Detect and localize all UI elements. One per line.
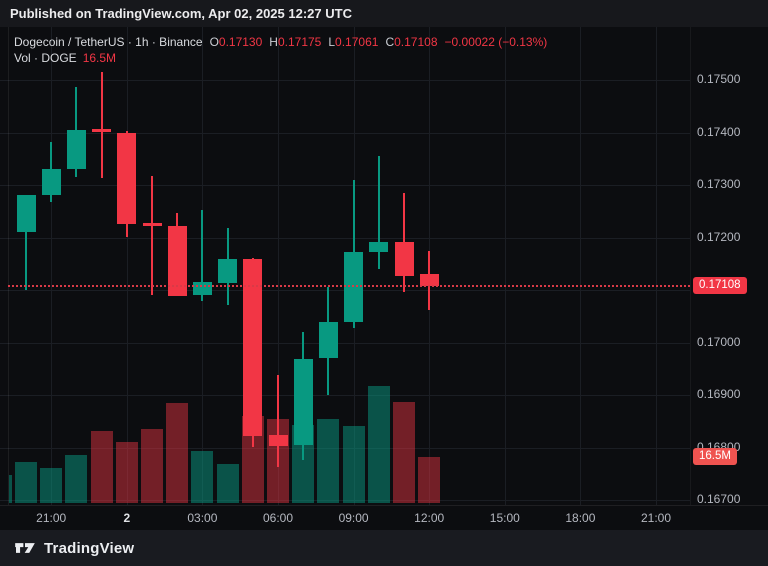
price-axis-label[interactable]: 0.17500 <box>697 72 741 86</box>
volume-bar <box>115 441 138 503</box>
volume-bar <box>367 385 390 503</box>
volume-bar <box>9 475 12 503</box>
price-gridline <box>0 132 690 134</box>
time-axis-label[interactable]: 21:00 <box>640 511 672 525</box>
candle-body <box>142 222 162 226</box>
candle-body <box>117 132 137 224</box>
candle-body <box>167 225 187 296</box>
candle-body <box>419 274 439 286</box>
volume-bar <box>418 456 441 503</box>
volume-value: 16.5M <box>82 51 117 65</box>
time-gridline <box>278 27 279 505</box>
candle-body <box>318 322 338 359</box>
volume-bar <box>317 419 340 503</box>
price-gridline <box>0 80 690 81</box>
chart-legend: Dogecoin / TetherUS · 1h · Binance O0.171… <box>14 34 547 66</box>
price-axis-label[interactable]: 0.17400 <box>697 124 741 139</box>
high-label: H <box>269 35 278 49</box>
price-axis-label[interactable]: 0.17000 <box>697 334 741 349</box>
low-value: 0.17061 <box>335 35 379 49</box>
candle-body <box>394 242 414 277</box>
volume-bar <box>216 463 239 503</box>
candle-body <box>369 242 389 253</box>
last-volume-badge: 16.5M <box>693 448 737 466</box>
published-banner: Published on TradingView.com, Apr 02, 20… <box>0 0 768 27</box>
time-axis-label[interactable]: 2 <box>123 511 131 525</box>
candle-body <box>218 259 238 284</box>
price-gridline <box>0 342 690 344</box>
legend-volume-row: Vol · DOGE 16.5M <box>14 50 547 66</box>
time-axis-separator <box>0 505 768 506</box>
volume-bar <box>90 431 113 503</box>
symbol-title: Dogecoin / TetherUS · 1h · Binance <box>14 35 203 49</box>
volume-bar <box>342 425 365 503</box>
volume-bar <box>141 429 163 503</box>
volume-bar <box>241 415 264 503</box>
candle-wick <box>25 194 27 290</box>
chart-pane[interactable]: Dogecoin / TetherUS · 1h · Binance O0.171… <box>0 27 768 530</box>
low-label: L <box>328 35 336 49</box>
time-axis-label[interactable]: 06:00 <box>262 511 294 525</box>
candle-body <box>344 252 364 322</box>
open-label: O <box>209 35 219 49</box>
price-gridline <box>0 185 690 186</box>
candle-body <box>41 169 61 195</box>
high-value: 0.17175 <box>277 35 322 49</box>
close-value: 0.17108 <box>394 35 438 49</box>
price-gridline <box>0 395 690 396</box>
legend-ohlc-row: Dogecoin / TetherUS · 1h · Binance O0.171… <box>14 34 547 50</box>
volume-bar <box>166 402 189 503</box>
volume-layer <box>9 27 690 503</box>
candle-body <box>293 358 313 446</box>
price-gridline <box>0 237 690 239</box>
candle-body <box>16 194 36 233</box>
price-axis-label[interactable]: 0.16900 <box>697 387 741 401</box>
time-gridline <box>580 27 582 505</box>
candle-wick <box>100 72 103 179</box>
footer-bar: TradingView <box>0 530 768 566</box>
time-axis-label[interactable]: 18:00 <box>565 511 596 525</box>
time-gridline <box>51 27 53 505</box>
candle-wick <box>201 210 204 301</box>
tradingview-logo-icon[interactable] <box>14 539 36 557</box>
footer-brand[interactable]: TradingView <box>44 539 135 557</box>
volume-bar <box>191 450 214 503</box>
time-axis-label[interactable]: 12:00 <box>414 511 445 525</box>
candle-body <box>268 435 288 446</box>
time-gridline <box>126 27 128 505</box>
time-axis-label[interactable]: 15:00 <box>489 511 520 525</box>
candle-wick <box>377 156 380 269</box>
volume-label: Vol · DOGE <box>14 51 77 65</box>
time-axis-label[interactable]: 03:00 <box>187 511 218 525</box>
time-axis-label[interactable]: 09:00 <box>338 511 369 525</box>
last-price-line <box>8 284 690 287</box>
time-gridline <box>504 27 506 505</box>
last-price-badge: 0.17108 <box>693 277 747 295</box>
open-value: 0.17130 <box>218 35 263 49</box>
candle-wick <box>151 176 153 296</box>
candle-wick <box>277 375 279 467</box>
published-banner-text: Published on TradingView.com, Apr 02, 20… <box>10 6 352 21</box>
volume-bar <box>65 455 88 503</box>
volume-bar <box>15 461 37 503</box>
time-axis-label[interactable]: 21:00 <box>36 511 67 525</box>
price-axis-label[interactable]: 0.17300 <box>697 177 741 191</box>
candle-body <box>66 129 86 170</box>
change-value: −0.00022 (−0.13%) <box>444 35 548 49</box>
price-axis-label[interactable]: 0.17200 <box>697 229 741 244</box>
pane-left-border <box>8 27 9 505</box>
price-axis-label[interactable]: 0.16700 <box>697 492 741 506</box>
time-gridline <box>656 27 657 505</box>
candle-body <box>243 258 263 436</box>
price-axis-separator <box>690 27 691 505</box>
volume-bar <box>40 467 63 503</box>
volume-bar <box>393 402 415 503</box>
candle-body <box>92 129 112 133</box>
close-label: C <box>385 35 395 49</box>
